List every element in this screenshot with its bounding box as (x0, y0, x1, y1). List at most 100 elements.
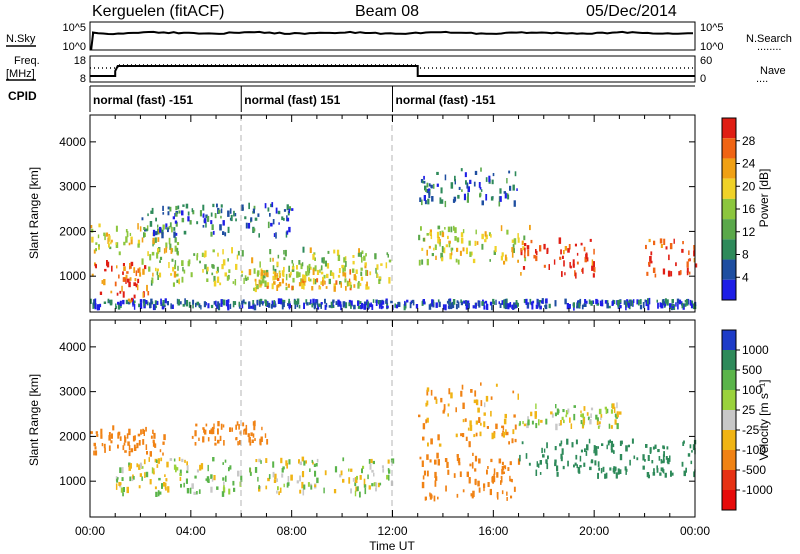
heatmap-cell (465, 180, 467, 185)
heatmap-cell (281, 278, 284, 284)
heatmap-cell (445, 485, 447, 492)
heatmap-cell (487, 482, 490, 487)
heatmap-cell (461, 384, 464, 390)
heatmap-cell (381, 465, 384, 469)
heatmap-cell (135, 270, 138, 277)
heatmap-cell (192, 303, 194, 309)
heatmap-cell (213, 423, 215, 429)
heatmap-cell (258, 458, 261, 463)
heatmap-cell (584, 256, 587, 263)
heatmap-cell (203, 253, 206, 258)
heatmap-cell (536, 299, 539, 303)
heatmap-cell (128, 462, 131, 468)
heatmap-cell (128, 450, 131, 457)
colorbar-swatch (722, 450, 736, 470)
heatmap-cell (123, 442, 126, 446)
heatmap-cell (693, 250, 695, 257)
heatmap-cell (607, 440, 610, 446)
heatmap-cell (146, 284, 148, 292)
heatmap-cell (139, 226, 142, 232)
heatmap-cell (498, 201, 501, 207)
heatmap-cell (269, 249, 272, 255)
heatmap-cell (335, 280, 338, 285)
heatmap-cell (90, 225, 93, 229)
heatmap-cell (342, 301, 345, 308)
heatmap-cell (483, 485, 485, 492)
heatmap-cell (198, 437, 200, 441)
heatmap-cell (127, 301, 131, 305)
heatmap-cell (104, 234, 106, 241)
heatmap-cell (427, 198, 430, 205)
heatmap-cell (390, 300, 393, 304)
heatmap-cell (294, 304, 296, 308)
heatmap-cell (269, 257, 272, 262)
heatmap-cell (130, 261, 134, 267)
heatmap-cell (502, 471, 505, 474)
heatmap-cell (277, 278, 280, 281)
heatmap-cell (633, 455, 636, 459)
heatmap-cell (143, 227, 146, 230)
heatmap-cell (520, 249, 523, 256)
heatmap-cell (457, 259, 460, 265)
heatmap-cell (475, 432, 478, 437)
heatmap-cell (651, 460, 654, 464)
heatmap-cell (151, 251, 155, 256)
heatmap-cell (306, 265, 309, 272)
heatmap-cell (268, 302, 271, 308)
heatmap-cell (122, 299, 125, 305)
heatmap-cell (668, 254, 670, 261)
heatmap-cell (560, 420, 562, 426)
colorbar-swatch (722, 370, 736, 390)
heatmap-cell (473, 399, 477, 404)
heatmap-cell (159, 491, 162, 495)
heatmap-cell (657, 302, 659, 309)
heatmap-cell (323, 279, 325, 285)
heatmap-cell (301, 481, 304, 489)
heatmap-cell (598, 408, 602, 415)
heatmap-cell (647, 474, 650, 479)
heatmap-cell (339, 281, 342, 285)
heatmap-cell (454, 236, 457, 241)
heatmap-cell (167, 486, 170, 493)
heatmap-cell (480, 189, 483, 192)
heatmap-cell (199, 260, 201, 264)
heatmap-cell (472, 490, 475, 497)
heatmap-cell (302, 471, 305, 478)
heatmap-cell (450, 303, 452, 310)
heatmap-cell (653, 468, 655, 473)
heatmap-cell (158, 272, 162, 278)
heatmap-cell (161, 229, 164, 235)
heatmap-cell (244, 275, 247, 280)
heatmap-cell (256, 272, 259, 277)
heatmap-cell (650, 260, 653, 264)
heatmap-cell (148, 266, 151, 272)
heatmap-cell (430, 235, 433, 240)
heatmap-cell (119, 290, 122, 294)
heatmap-cell (560, 453, 563, 459)
heatmap-cell (580, 242, 583, 246)
heatmap-cell (455, 303, 458, 310)
heatmap-cell (259, 261, 261, 268)
heatmap-cell (157, 490, 160, 497)
heatmap-cell (465, 436, 468, 441)
heatmap-cell (117, 301, 120, 305)
heatmap-cell (425, 496, 427, 501)
heatmap-cell (419, 456, 422, 460)
heatmap-cell (681, 248, 684, 253)
heatmap-cell (185, 300, 189, 307)
heatmap-cell (272, 219, 275, 225)
heatmap-cell (372, 460, 375, 465)
heatmap-cell (424, 185, 427, 191)
heatmap-cell (490, 410, 492, 417)
heatmap-cell (221, 491, 225, 497)
heatmap-cell (493, 432, 496, 439)
heatmap-cell (522, 246, 525, 251)
heatmap-cell (429, 459, 432, 463)
heatmap-cell (516, 188, 518, 191)
heatmap-cell (508, 441, 510, 445)
heatmap-cell (572, 259, 575, 266)
cpid-segment-label: normal (fast) -151 (93, 93, 193, 107)
heatmap-cell (468, 477, 471, 484)
heatmap-cell (682, 241, 684, 245)
heatmap-cell (374, 253, 377, 260)
